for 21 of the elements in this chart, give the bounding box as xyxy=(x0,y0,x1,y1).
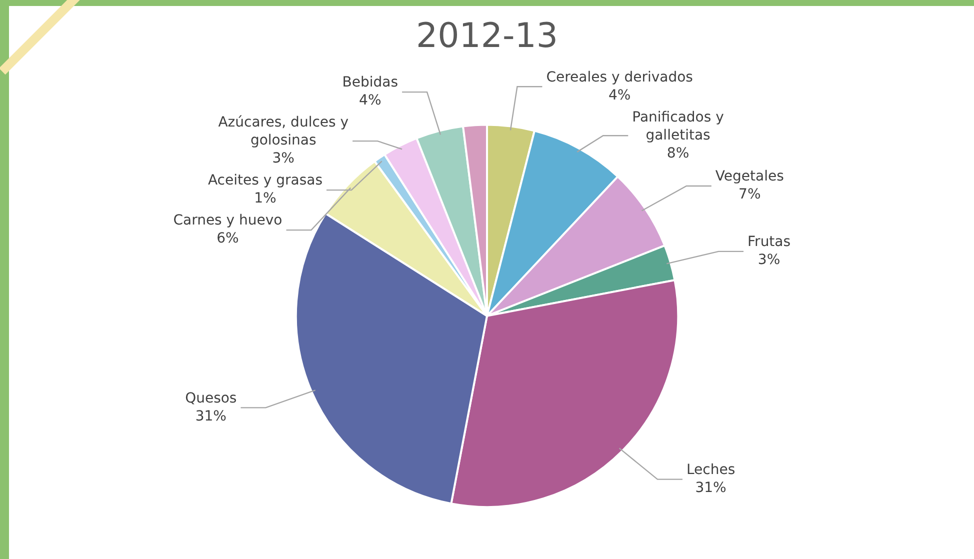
data-label: 3% xyxy=(272,150,294,167)
slice-label: Frutas xyxy=(748,234,791,250)
chart-title: 2012-13 xyxy=(416,16,558,56)
slice-label: Aceites y grasas xyxy=(208,172,322,189)
data-label: 4% xyxy=(608,87,631,104)
slice-label: Quesos xyxy=(185,390,237,406)
slice-label: Bebidas xyxy=(342,74,398,91)
data-label: 7% xyxy=(738,186,761,203)
data-label: 8% xyxy=(666,145,690,162)
data-label: 6% xyxy=(216,230,239,247)
data-label: 4% xyxy=(359,92,382,109)
slice-label: Carnes y huevo xyxy=(173,212,282,229)
data-label: 3% xyxy=(758,252,780,268)
slice-label: Panificados y galletitas xyxy=(632,109,724,144)
slice-label: Azúcares, dulces y golosinas xyxy=(218,114,349,149)
data-label: 31% xyxy=(195,408,226,424)
data-label: 31% xyxy=(695,480,726,496)
data-label: 1% xyxy=(254,190,276,207)
slice-label: Cereales y derivados xyxy=(546,69,693,86)
slice-label: Vegetales xyxy=(715,168,784,185)
slice-label: Leches xyxy=(686,462,736,478)
